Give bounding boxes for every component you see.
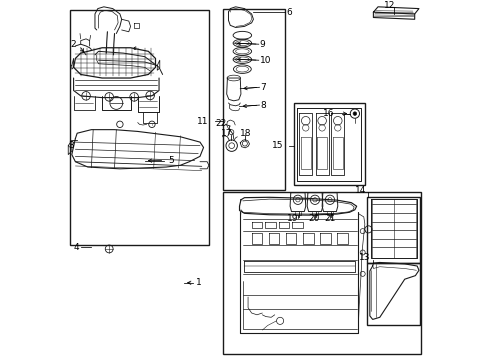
- Text: 5: 5: [167, 156, 173, 165]
- Text: 10: 10: [259, 56, 271, 65]
- Text: 22: 22: [215, 119, 226, 128]
- Text: 3: 3: [68, 141, 74, 150]
- Text: 12: 12: [383, 1, 395, 10]
- Text: 18: 18: [239, 129, 250, 138]
- Text: 4: 4: [74, 243, 79, 252]
- Text: 13: 13: [359, 253, 370, 262]
- Text: 17: 17: [221, 129, 232, 138]
- Text: 14: 14: [354, 186, 366, 195]
- Bar: [223, 9, 285, 190]
- Circle shape: [352, 112, 356, 116]
- Text: 6: 6: [286, 8, 292, 17]
- Text: 20: 20: [307, 214, 319, 223]
- Text: 2: 2: [70, 40, 76, 49]
- Bar: [293, 103, 364, 185]
- Text: 15: 15: [272, 141, 283, 150]
- Text: 16: 16: [322, 109, 333, 118]
- Text: 8: 8: [260, 100, 266, 109]
- Text: 7: 7: [260, 83, 266, 92]
- Text: 1: 1: [196, 278, 202, 287]
- Text: 11: 11: [197, 117, 208, 126]
- Bar: [366, 197, 419, 263]
- Text: 19: 19: [286, 214, 298, 223]
- Bar: [223, 192, 420, 354]
- Text: 9: 9: [259, 40, 265, 49]
- Text: 21: 21: [324, 214, 335, 223]
- Bar: [366, 263, 419, 325]
- Bar: [70, 10, 208, 246]
